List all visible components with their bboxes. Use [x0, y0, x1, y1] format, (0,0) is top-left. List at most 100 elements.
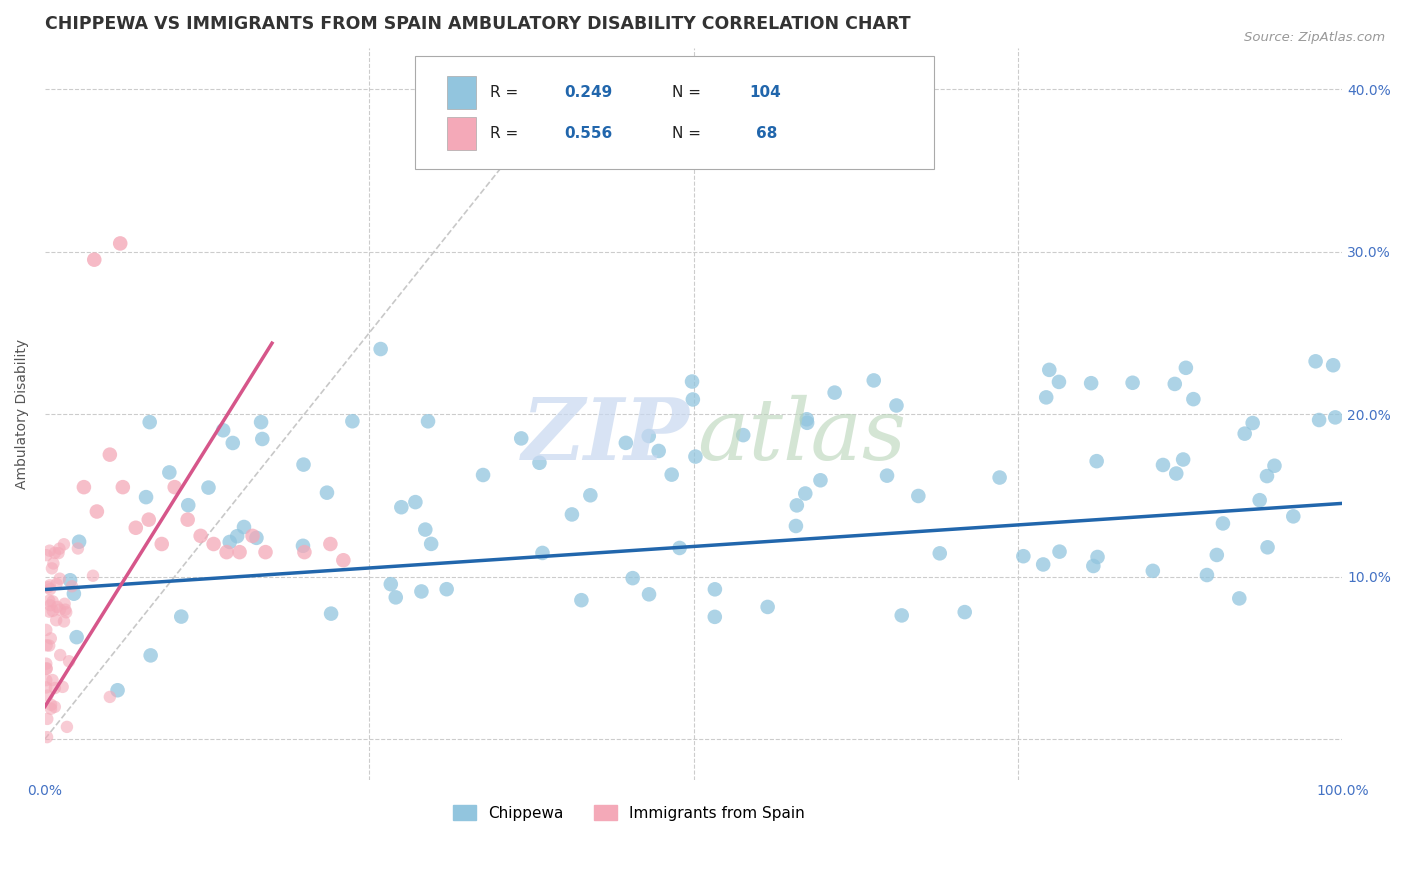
Point: [35, 638, 58, 652]
Text: 0.556: 0.556: [564, 127, 612, 142]
Point: [139, 648, 162, 663]
Point: [370, 342, 392, 356]
Point: [39, 702, 62, 716]
Point: [928, 546, 950, 560]
Point: [1085, 454, 1108, 468]
Point: [218, 535, 240, 549]
Point: [1322, 358, 1344, 372]
Point: [529, 456, 551, 470]
Point: [170, 609, 193, 624]
Point: [342, 414, 364, 428]
Point: [39, 632, 62, 646]
Point: [52, 680, 75, 694]
Point: [796, 412, 818, 426]
Point: [1038, 363, 1060, 377]
Point: [44, 681, 66, 695]
Point: [416, 414, 439, 428]
Point: [876, 468, 898, 483]
FancyBboxPatch shape: [415, 56, 934, 169]
Point: [953, 605, 976, 619]
Point: [157, 466, 180, 480]
Point: [796, 416, 818, 430]
Point: [292, 458, 315, 472]
Point: [107, 683, 129, 698]
Point: [1205, 548, 1227, 562]
Point: [242, 529, 264, 543]
Point: [1282, 509, 1305, 524]
Point: [621, 571, 644, 585]
Point: [1182, 392, 1205, 406]
Bar: [447, 117, 475, 150]
Point: [222, 436, 245, 450]
Point: [45, 613, 67, 627]
Point: [66, 630, 89, 644]
Point: [1249, 493, 1271, 508]
Point: [703, 610, 725, 624]
Point: [647, 444, 669, 458]
Point: [138, 415, 160, 429]
Point: [1087, 549, 1109, 564]
Point: [862, 373, 884, 387]
Point: [35, 657, 58, 671]
Point: [682, 392, 704, 407]
Point: [53, 602, 76, 616]
Text: R =: R =: [489, 85, 523, 100]
Point: [98, 690, 121, 704]
Point: [252, 432, 274, 446]
Point: [52, 537, 75, 551]
Point: [1032, 558, 1054, 572]
Point: [1174, 360, 1197, 375]
Point: [319, 607, 342, 621]
Point: [226, 529, 249, 543]
Text: N =: N =: [672, 85, 706, 100]
Point: [291, 539, 314, 553]
Point: [98, 448, 121, 462]
Text: 0.249: 0.249: [564, 85, 612, 100]
Point: [53, 597, 76, 611]
Point: [35, 661, 58, 675]
Point: [49, 603, 72, 617]
Point: [44, 546, 66, 560]
Point: [531, 546, 554, 560]
Point: [55, 605, 77, 619]
Point: [1212, 516, 1234, 531]
Point: [177, 498, 200, 512]
Text: 104: 104: [749, 85, 782, 100]
Point: [1152, 458, 1174, 472]
Point: [82, 568, 104, 582]
Point: [83, 252, 105, 267]
Point: [1012, 549, 1035, 564]
Point: [824, 385, 846, 400]
Point: [681, 375, 703, 389]
Point: [411, 584, 433, 599]
Point: [35, 730, 58, 744]
Point: [150, 537, 173, 551]
Point: [53, 615, 76, 629]
Point: [472, 468, 495, 483]
Point: [35, 623, 58, 637]
Point: [46, 599, 69, 614]
Point: [56, 720, 79, 734]
Point: [319, 537, 342, 551]
Point: [1305, 354, 1327, 368]
Y-axis label: Ambulatory Disability: Ambulatory Disability: [15, 339, 30, 489]
Point: [785, 519, 807, 533]
Point: [579, 488, 602, 502]
Legend: Chippewa, Immigrants from Spain: Chippewa, Immigrants from Spain: [447, 798, 811, 827]
Text: N =: N =: [672, 127, 706, 142]
Point: [1047, 375, 1070, 389]
Point: [163, 480, 186, 494]
Point: [254, 545, 277, 559]
Point: [37, 580, 59, 594]
Point: [135, 490, 157, 504]
Text: atlas: atlas: [697, 394, 907, 477]
Point: [413, 523, 436, 537]
Point: [794, 486, 817, 500]
Point: [389, 500, 412, 515]
Point: [756, 599, 779, 614]
Point: [637, 429, 659, 443]
Point: [37, 689, 59, 703]
Point: [39, 599, 62, 613]
Point: [384, 591, 406, 605]
Point: [202, 537, 225, 551]
